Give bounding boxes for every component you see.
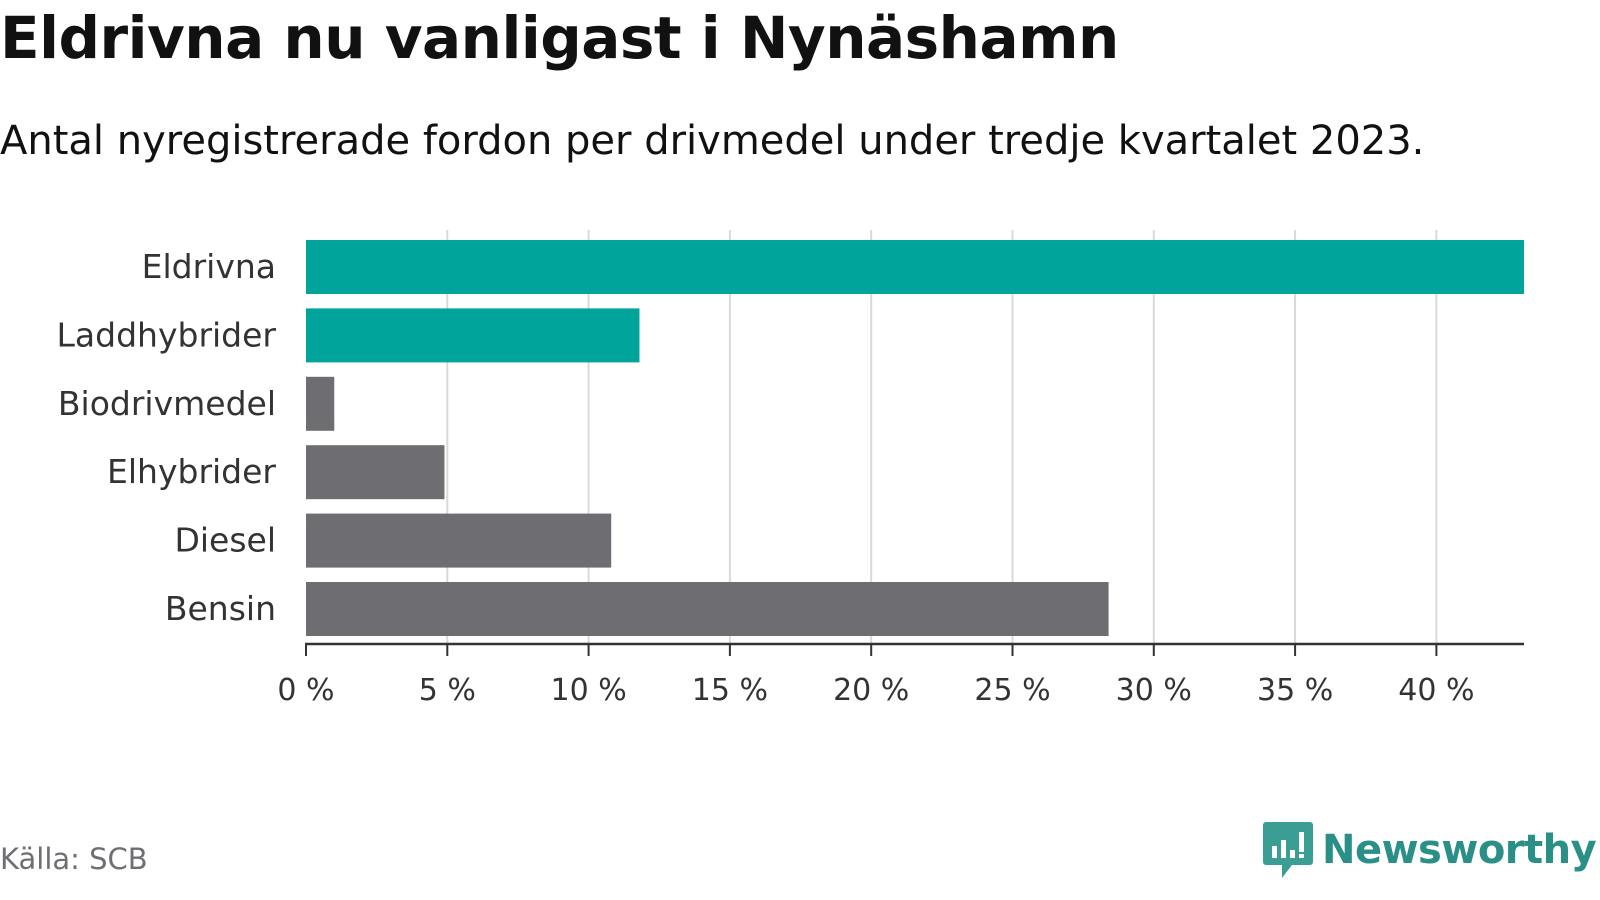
bars (306, 240, 1524, 636)
bar-chart: 0 % 5 % 10 % 15 % 20 % 25 % 30 % 35 % 40 % Eldri… (57, 230, 1524, 708)
category-label: Biodrivmedel (58, 384, 276, 423)
bar-bensin (306, 582, 1109, 636)
x-tick-label: 25 % (974, 673, 1050, 708)
x-tick-label: 10 % (550, 673, 626, 708)
x-tick-label: 5 % (419, 673, 476, 708)
x-tick-label: 20 % (833, 673, 909, 708)
x-tick-label: 30 % (1116, 673, 1192, 708)
x-tick-label: 0 % (277, 673, 334, 708)
category-label: Bensin (165, 589, 276, 628)
category-label: Eldrivna (142, 247, 276, 286)
chart-title: Eldrivna nu vanligast i Nynäshamn (0, 4, 1119, 72)
category-label: Laddhybrider (57, 315, 277, 354)
x-tick-label: 35 % (1257, 673, 1333, 708)
category-labels: Eldrivna Laddhybrider Biodrivmedel Elhybrid… (57, 247, 277, 628)
category-label: Elhybrider (107, 452, 276, 491)
bar-eldrivna (306, 240, 1524, 294)
bar-biodrivmedel (306, 376, 335, 431)
chart-bubble-icon (1263, 822, 1313, 878)
chart-subtitle: Antal nyregistrerade fordon per drivmede… (0, 118, 1425, 164)
x-tick-label: 15 % (692, 673, 768, 708)
x-axis: 0 % 5 % 10 % 15 % 20 % 25 % 30 % 35 % 40 % (277, 642, 1524, 708)
x-tick-label: 40 % (1398, 673, 1474, 708)
brand-logo: Newsworthy (1262, 820, 1597, 880)
brand-name: Newsworthy (1322, 827, 1597, 873)
category-label: Diesel (174, 521, 276, 560)
bar-elhybrider (306, 445, 445, 500)
source-note: Källa: SCB (0, 842, 148, 876)
grid-lines (446, 230, 1438, 644)
bar-laddhybrider (306, 308, 640, 363)
bar-diesel (306, 513, 612, 568)
